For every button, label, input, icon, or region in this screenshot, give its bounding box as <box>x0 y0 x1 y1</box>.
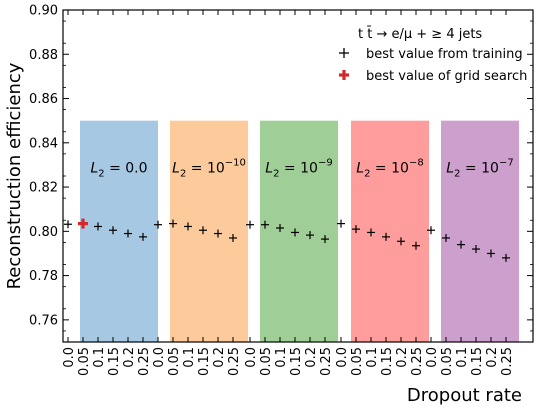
data-points <box>64 218 510 262</box>
training-point-3-3 <box>382 232 390 241</box>
training-point-4-5 <box>502 253 510 262</box>
training-point-3-5 <box>412 241 420 250</box>
y-tick-label: 0.88 <box>29 48 58 63</box>
training-point-0-4 <box>124 229 132 238</box>
x-tick-label: 0.0 <box>425 347 440 368</box>
training-point-4-3 <box>472 245 480 254</box>
l2-band-2 <box>260 120 338 343</box>
x-tick-label: 0.1 <box>455 347 470 368</box>
l2-band-4 <box>441 120 519 343</box>
x-tick-label: 0.2 <box>485 347 500 368</box>
l2-bands <box>80 120 519 343</box>
legend-label-training: best value from training <box>366 47 523 62</box>
training-point-0-3 <box>109 226 117 235</box>
x-tick-label: 0.2 <box>395 347 410 368</box>
x-tick-label: 0.25 <box>319 347 334 376</box>
legend: t t̄ → e/μ + ≥ 4 jets best value from tr… <box>339 27 527 84</box>
training-point-0-0 <box>64 220 72 229</box>
x-tick-label: 0.0 <box>62 347 77 368</box>
y-tick-label: 0.78 <box>29 269 58 284</box>
y-tick-label: 0.84 <box>29 136 58 151</box>
legend-marker-grid-search <box>339 70 349 80</box>
training-point-2-5 <box>321 235 329 244</box>
training-point-4-0 <box>427 226 435 235</box>
x-tick-label: 0.15 <box>289 347 304 376</box>
x-tick-label: 0.05 <box>259 347 274 376</box>
y-tick-label: 0.90 <box>29 4 58 19</box>
training-point-4-4 <box>487 249 495 258</box>
x-tick-label: 0.05 <box>167 347 182 376</box>
training-point-2-2 <box>276 224 284 233</box>
training-point-2-4 <box>306 231 314 240</box>
training-point-1-4 <box>214 229 222 238</box>
x-tick-label: 0.0 <box>152 347 167 368</box>
l2-label-1: L2 = 10−10 <box>172 158 246 180</box>
x-tick-label: 0.05 <box>350 347 365 376</box>
y-tick-label: 0.76 <box>29 313 58 328</box>
training-point-3-2 <box>367 228 375 237</box>
x-tick-label: 0.25 <box>410 347 425 376</box>
training-point-4-2 <box>457 240 465 249</box>
l2-band-0 <box>80 120 158 343</box>
legend-label-grid-search: best value of grid search <box>366 69 527 84</box>
x-tick-label: 0.15 <box>107 347 122 376</box>
y-axis: 0.76 0.78 0.80 0.82 0.84 0.86 0.88 0.90 <box>29 4 533 332</box>
x-tick-label: 0.15 <box>197 347 212 376</box>
y-tick-label: 0.80 <box>29 225 58 240</box>
training-point-3-1 <box>352 225 360 234</box>
legend-marker-training <box>339 48 349 58</box>
training-point-0-2 <box>94 222 102 231</box>
training-point-1-1 <box>169 219 177 228</box>
l2-label-2: L2 = 10−9 <box>265 158 332 180</box>
training-point-0-5 <box>139 232 147 241</box>
best-grid-search-point <box>78 218 88 229</box>
l2-label-0: L2 = 0.0 <box>90 161 147 180</box>
l2-band-3 <box>351 120 429 343</box>
training-point-1-5 <box>229 233 237 242</box>
x-tick-label: 0.1 <box>274 347 289 368</box>
x-tick-label: 0.0 <box>335 347 350 368</box>
training-point-4-1 <box>442 233 450 242</box>
training-point-3-4 <box>397 237 405 246</box>
l2-label-3: L2 = 10−8 <box>356 158 423 180</box>
x-tick-label: 0.15 <box>470 347 485 376</box>
x-tick-label: 0.2 <box>212 347 227 368</box>
l2-label-4: L2 = 10−7 <box>446 158 513 180</box>
x-tick-label: 0.25 <box>137 347 152 376</box>
training-point-2-1 <box>261 220 269 229</box>
training-point-1-3 <box>199 226 207 235</box>
x-tick-label: 0.15 <box>380 347 395 376</box>
x-axis: 0.0 0.05 0.1 0.15 0.2 0.25 0.0 0.05 0.1 0.15 0.2 0.… <box>62 10 515 376</box>
training-point-2-3 <box>291 228 299 237</box>
x-tick-label: 0.1 <box>92 347 107 368</box>
y-tick-label: 0.82 <box>29 181 58 196</box>
x-tick-label: 0.2 <box>304 347 319 368</box>
x-tick-label: 0.25 <box>227 347 242 376</box>
x-tick-label: 0.1 <box>365 347 380 368</box>
x-tick-label: 0.05 <box>440 347 455 376</box>
x-tick-label: 0.25 <box>500 347 515 376</box>
x-tick-label: 0.05 <box>77 347 92 376</box>
x-tick-label: 0.0 <box>244 347 259 368</box>
training-point-3-0 <box>337 219 345 228</box>
y-tick-label: 0.86 <box>29 92 58 107</box>
y-axis-label: Reconstruction efficiency <box>4 62 25 289</box>
x-tick-label: 0.2 <box>122 347 137 368</box>
x-tick-label: 0.1 <box>182 347 197 368</box>
training-point-2-0 <box>246 220 254 229</box>
band-labels: L2 = 0.0 L2 = 10−10 L2 = 10−9 L2 = 10−8 L2 =… <box>90 158 513 180</box>
x-axis-label: Dropout rate <box>407 385 522 406</box>
legend-process-annotation: t t̄ → e/μ + ≥ 4 jets <box>358 27 482 42</box>
training-point-1-0 <box>154 220 162 229</box>
l2-band-1 <box>170 120 248 343</box>
training-point-1-2 <box>184 222 192 231</box>
